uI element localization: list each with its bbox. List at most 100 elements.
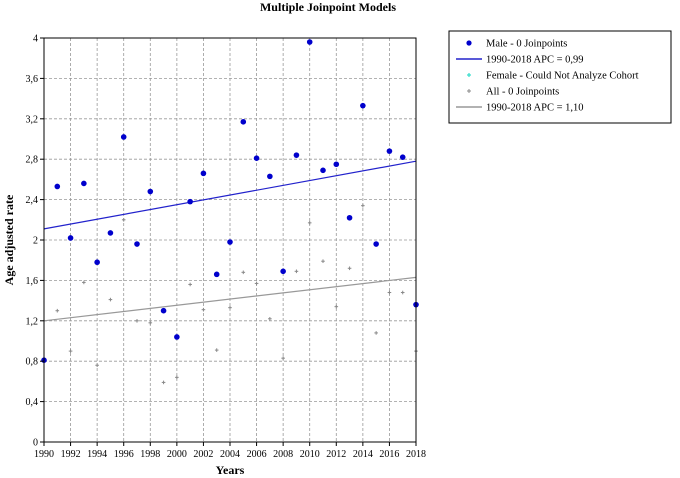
x-tick-label: 2006 <box>247 449 267 460</box>
male-point <box>107 230 114 236</box>
x-tick-label: 2012 <box>326 449 346 460</box>
male-point <box>399 154 406 160</box>
legend-item: 1990-2018 APC = 0,99 <box>456 55 584 66</box>
y-tick-label: 1,6 <box>26 276 39 287</box>
all-point <box>268 316 272 321</box>
all-point <box>281 356 285 360</box>
legend-item: All - 0 Joinpoints <box>467 87 559 98</box>
legend-label: All - 0 Joinpoints <box>486 87 559 98</box>
x-tick-label: 2004 <box>220 449 240 460</box>
x-tick-label: 2016 <box>379 449 399 460</box>
trend-line <box>43 160 417 230</box>
male-point <box>94 259 100 266</box>
male-point <box>174 334 180 340</box>
x-tick-label: 2018 <box>406 449 426 460</box>
y-tick-label: 4 <box>33 34 38 45</box>
y-tick-label: 2,4 <box>26 195 39 206</box>
y-tick-label: 0,8 <box>26 357 39 368</box>
all-point <box>254 281 259 286</box>
x-axis-ticks: 1990 1992 1994 1996 1998 2000 2002 2004 2006 2008… <box>34 442 426 460</box>
data-points <box>41 39 419 385</box>
male-point <box>373 241 379 247</box>
legend-box <box>448 30 672 124</box>
male-point <box>333 161 340 168</box>
all-point <box>307 221 312 225</box>
all-point <box>321 259 325 264</box>
male-point <box>346 214 353 221</box>
y-tick-label: 2,8 <box>26 155 39 166</box>
x-tick-label: 2008 <box>273 449 293 460</box>
male-point <box>280 268 286 275</box>
y-tick-label: 0 <box>33 438 38 449</box>
male-point <box>386 148 393 154</box>
all-point <box>241 270 246 275</box>
all-point <box>135 319 139 323</box>
all-point <box>82 280 86 285</box>
male-point <box>306 39 313 45</box>
male-point <box>360 102 366 109</box>
legend-item: 1990-2018 APC = 1,10 <box>456 103 584 114</box>
all-point <box>175 375 179 380</box>
legend: Male - 0 Joinpoints 1990-2018 APC = 0,99 F… <box>448 30 672 124</box>
male-point <box>227 239 233 245</box>
male-point <box>320 167 326 174</box>
x-tick-label: 2002 <box>193 449 213 460</box>
x-tick-label: 2000 <box>167 449 187 460</box>
x-tick-label: 1994 <box>87 449 107 460</box>
legend-swatch-dot <box>466 40 472 46</box>
plot-area <box>41 37 419 443</box>
legend-item: Female - Could Not Analyze Cohort <box>467 71 639 82</box>
y-tick-label: 1,2 <box>26 316 39 327</box>
male-point <box>54 183 61 190</box>
legend-item: Male - 0 Joinpoints <box>466 39 567 50</box>
male-point <box>187 198 193 205</box>
all-point <box>374 331 378 335</box>
male-point <box>267 173 273 180</box>
all-point <box>387 290 392 295</box>
all-point <box>294 269 299 274</box>
all-point <box>161 380 166 385</box>
y-tick-label: 0,4 <box>26 397 39 408</box>
male-point <box>293 152 300 158</box>
y-tick-label: 2 <box>33 236 38 247</box>
y-tick-label: 3,6 <box>26 74 39 85</box>
male-point <box>81 180 87 187</box>
all-point <box>55 308 60 313</box>
x-tick-label: 1998 <box>140 449 160 460</box>
male-point <box>147 188 154 195</box>
x-tick-label: 2014 <box>353 449 373 460</box>
x-tick-label: 1990 <box>34 449 54 460</box>
all-point <box>361 203 365 208</box>
male-point <box>200 170 207 177</box>
y-axis-title: Age adjusted rate <box>2 194 16 285</box>
male-point <box>213 271 220 278</box>
all-point <box>148 321 153 325</box>
legend-label: 1990-2018 APC = 0,99 <box>486 55 584 66</box>
legend-label: Female - Could Not Analyze Cohort <box>486 71 639 82</box>
trend-line <box>43 276 417 322</box>
legend-label: Male - 0 Joinpoints <box>486 39 567 50</box>
all-point <box>188 282 192 287</box>
all-point <box>214 348 219 352</box>
male-point <box>67 235 74 241</box>
x-tick-label: 2010 <box>300 449 320 460</box>
male-point <box>134 241 140 247</box>
all-point <box>108 297 113 302</box>
legend-label: 1990-2018 APC = 1,10 <box>486 103 584 114</box>
all-point <box>95 363 99 368</box>
male-point <box>253 155 260 161</box>
male-point <box>240 119 247 125</box>
all-point <box>228 305 232 310</box>
chart-title: Multiple Joinpoint Models <box>260 0 396 14</box>
male-point <box>160 307 167 314</box>
y-axis-ticks: 0 0,4 0,8 1,2 1,6 2 2,4 2,8 3,2 3,6 4 <box>26 34 44 449</box>
all-point <box>201 307 206 312</box>
all-point <box>121 218 126 222</box>
all-point <box>400 290 405 295</box>
all-point <box>68 349 73 353</box>
male-point <box>120 134 127 140</box>
all-point <box>334 304 339 309</box>
x-tick-label: 1992 <box>61 449 81 460</box>
y-tick-label: 3,2 <box>26 114 39 125</box>
